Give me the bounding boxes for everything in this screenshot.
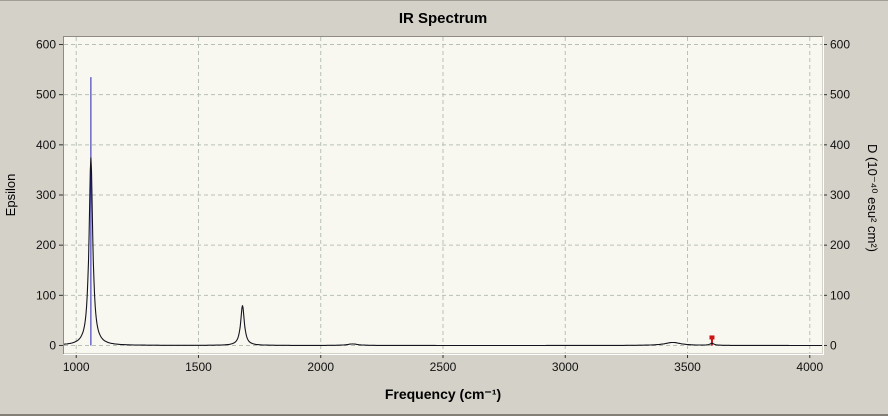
axis-tick-layer: 1000 1500 2000 2500 3000 3500 4000010020030040… <box>36 38 850 374</box>
x-axis-tick-label: 2500 <box>430 360 457 374</box>
y-right-tick-label: 200 <box>830 238 850 252</box>
y-left-tick-label: 100 <box>36 288 56 302</box>
frame-bottomright <box>63 36 824 355</box>
y-right-tick-label: 0 <box>830 338 837 352</box>
y-right-axis-label: D (10⁻⁴⁰ esu² cm²) <box>865 144 880 252</box>
y-left-tick-label: 400 <box>36 138 56 152</box>
y-left-tick-label: 0 <box>49 338 56 352</box>
y-right-tick-label: 600 <box>830 38 850 52</box>
x-axis-tick-label: 1500 <box>185 360 212 374</box>
selected-peak-handle[interactable] <box>709 335 715 340</box>
x-axis-label: Frequency (cm⁻¹) <box>385 386 501 402</box>
x-axis-tick-label: 2000 <box>307 360 334 374</box>
y-left-axis-label: Epsilon <box>3 174 18 217</box>
chart-title: IR Spectrum <box>399 10 487 27</box>
y-left-tick-label: 600 <box>36 38 56 52</box>
x-axis-tick-label: 3000 <box>552 360 579 374</box>
spectrum-curve <box>64 157 822 347</box>
y-right-tick-label: 400 <box>830 138 850 152</box>
y-left-tick-label: 200 <box>36 238 56 252</box>
y-right-tick-label: 300 <box>830 188 850 202</box>
x-axis-tick-label: 1000 <box>63 360 90 374</box>
y-right-tick-label: 100 <box>830 288 850 302</box>
grid-layer <box>64 37 822 353</box>
x-axis-tick-label: 4000 <box>796 360 823 374</box>
frame-topleft <box>63 36 823 354</box>
y-right-tick-label: 500 <box>830 88 850 102</box>
y-left-tick-label: 300 <box>36 188 56 202</box>
x-axis-tick-label: 3500 <box>674 360 701 374</box>
spectrum-data-layer <box>64 77 822 347</box>
plot-frame <box>63 36 824 355</box>
y-left-tick-label: 500 <box>36 88 56 102</box>
